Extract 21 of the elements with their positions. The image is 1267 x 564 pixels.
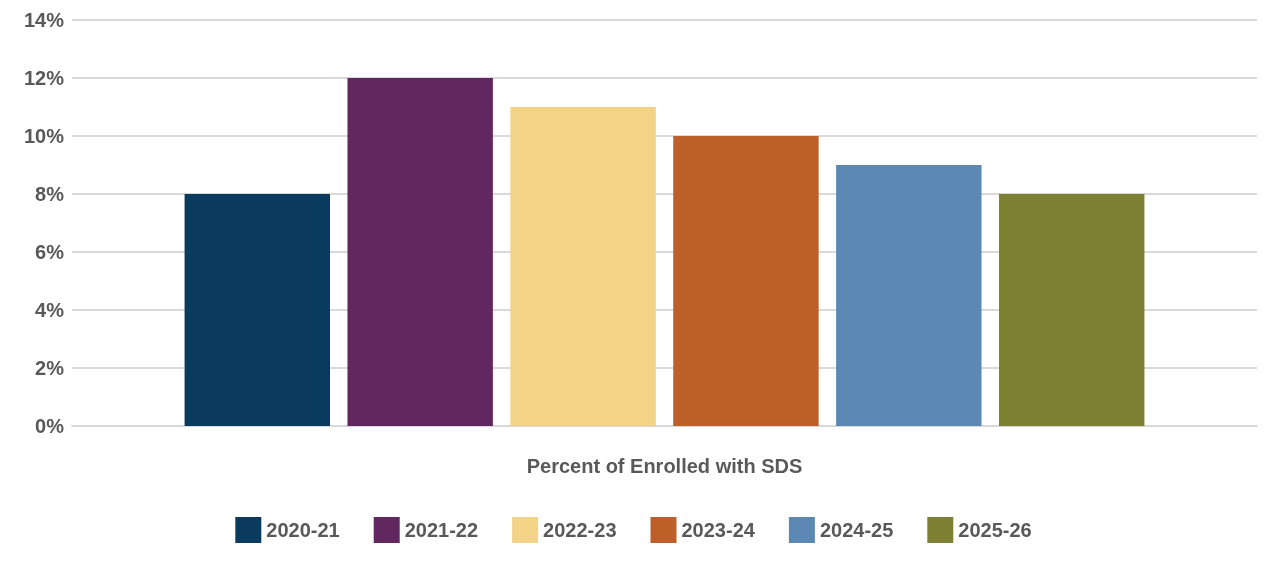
legend-label: 2020-21 (266, 519, 340, 541)
y-tick-label: 8% (35, 183, 65, 205)
legend-label: 2024-25 (819, 519, 894, 541)
y-tick-label: 2% (35, 357, 65, 379)
bar (998, 194, 1145, 426)
legend-label: 2021-22 (404, 519, 479, 541)
y-tick-label: 14% (23, 9, 65, 31)
legend-label: 2022-23 (543, 519, 617, 541)
y-tick-label: 0% (35, 415, 65, 437)
y-tick-label: 10% (23, 125, 65, 147)
y-tick-label: 6% (35, 241, 65, 263)
x-tick-label: Percent of Enrolled with SDS (526, 455, 803, 477)
y-tick-label: 4% (35, 299, 65, 321)
legend-label: 2023-24 (681, 519, 756, 541)
bar (510, 107, 656, 426)
bar (836, 165, 982, 426)
bar (673, 136, 819, 426)
bar (347, 78, 493, 426)
legend-label: 2025-26 (958, 519, 1032, 541)
bar (184, 194, 331, 426)
y-tick-label: 12% (23, 67, 65, 89)
